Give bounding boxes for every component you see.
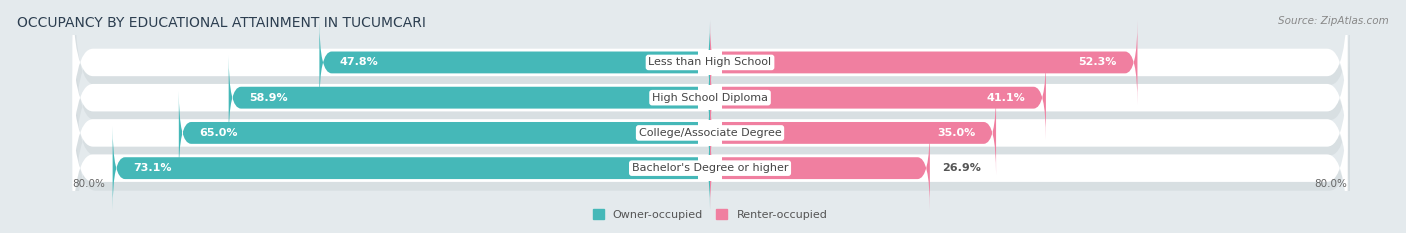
FancyBboxPatch shape bbox=[73, 0, 1347, 137]
FancyBboxPatch shape bbox=[710, 91, 995, 175]
Legend: Owner-occupied, Renter-occupied: Owner-occupied, Renter-occupied bbox=[593, 209, 827, 220]
Text: 65.0%: 65.0% bbox=[200, 128, 238, 138]
FancyBboxPatch shape bbox=[697, 120, 723, 146]
FancyBboxPatch shape bbox=[75, 32, 1350, 181]
FancyBboxPatch shape bbox=[75, 67, 1350, 216]
FancyBboxPatch shape bbox=[73, 58, 1347, 207]
Text: College/Associate Degree: College/Associate Degree bbox=[638, 128, 782, 138]
FancyBboxPatch shape bbox=[697, 155, 723, 181]
FancyBboxPatch shape bbox=[179, 91, 710, 175]
FancyBboxPatch shape bbox=[710, 21, 1137, 104]
Text: Bachelor's Degree or higher: Bachelor's Degree or higher bbox=[631, 163, 789, 173]
FancyBboxPatch shape bbox=[112, 126, 710, 210]
Text: 47.8%: 47.8% bbox=[340, 58, 378, 67]
Text: 52.3%: 52.3% bbox=[1078, 58, 1116, 67]
FancyBboxPatch shape bbox=[697, 50, 723, 75]
Text: 80.0%: 80.0% bbox=[1315, 179, 1347, 189]
Text: 73.1%: 73.1% bbox=[134, 163, 172, 173]
Text: 26.9%: 26.9% bbox=[942, 163, 981, 173]
FancyBboxPatch shape bbox=[697, 155, 723, 181]
FancyBboxPatch shape bbox=[229, 56, 710, 140]
FancyBboxPatch shape bbox=[75, 0, 1350, 146]
Text: High School Diploma: High School Diploma bbox=[652, 93, 768, 103]
FancyBboxPatch shape bbox=[697, 120, 723, 146]
FancyBboxPatch shape bbox=[73, 23, 1347, 172]
Text: 41.1%: 41.1% bbox=[987, 93, 1025, 103]
FancyBboxPatch shape bbox=[75, 103, 1350, 233]
Text: Less than High School: Less than High School bbox=[648, 58, 772, 67]
FancyBboxPatch shape bbox=[697, 85, 723, 110]
FancyBboxPatch shape bbox=[697, 50, 723, 75]
FancyBboxPatch shape bbox=[710, 126, 929, 210]
Text: OCCUPANCY BY EDUCATIONAL ATTAINMENT IN TUCUMCARI: OCCUPANCY BY EDUCATIONAL ATTAINMENT IN T… bbox=[17, 16, 426, 30]
FancyBboxPatch shape bbox=[319, 21, 710, 104]
Text: 58.9%: 58.9% bbox=[249, 93, 288, 103]
FancyBboxPatch shape bbox=[710, 56, 1046, 140]
Text: Source: ZipAtlas.com: Source: ZipAtlas.com bbox=[1278, 16, 1389, 26]
Text: 35.0%: 35.0% bbox=[938, 128, 976, 138]
FancyBboxPatch shape bbox=[73, 94, 1347, 233]
Text: 80.0%: 80.0% bbox=[73, 179, 105, 189]
FancyBboxPatch shape bbox=[697, 85, 723, 110]
